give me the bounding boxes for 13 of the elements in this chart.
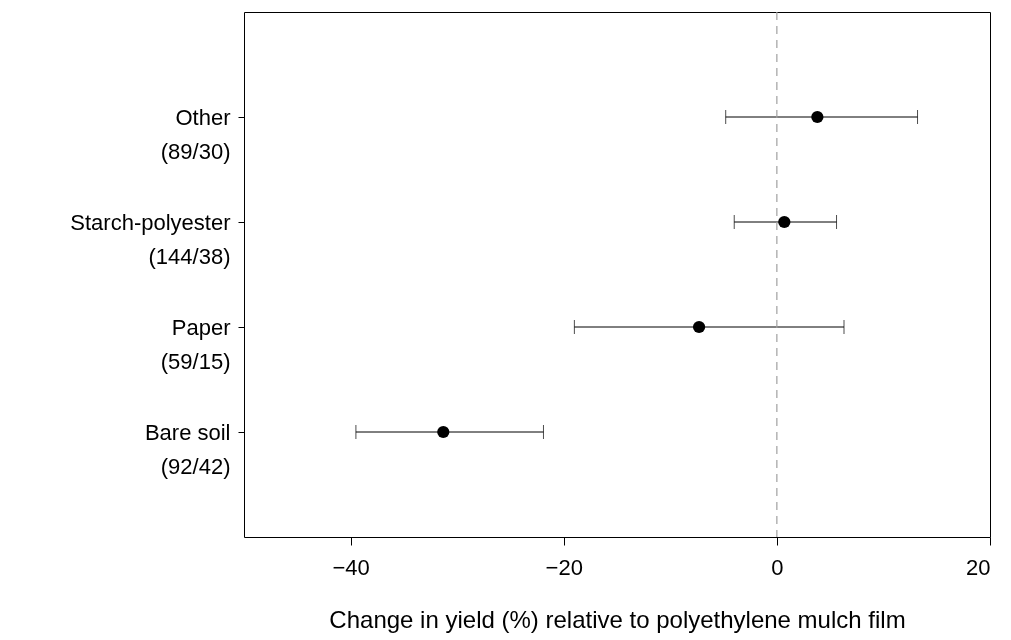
y-tick-label: Other (89/30)	[160, 104, 231, 164]
x-tick-label: −20	[545, 554, 583, 580]
y-tick-label: Bare soil (92/42)	[144, 419, 231, 479]
x-tick-label: 0	[771, 554, 784, 580]
y-tick-label: Paper (59/15)	[160, 314, 231, 374]
x-axis-title: Change in yield (%) relative to polyethylene mulch film	[329, 605, 906, 633]
point	[437, 425, 450, 439]
x-tick-label: 20	[966, 554, 991, 580]
point	[811, 110, 824, 124]
y-tick-label: Starch-polyester (144/38)	[70, 209, 231, 269]
x-tick-label: −40	[332, 554, 370, 580]
point	[692, 320, 706, 334]
point	[778, 215, 791, 229]
